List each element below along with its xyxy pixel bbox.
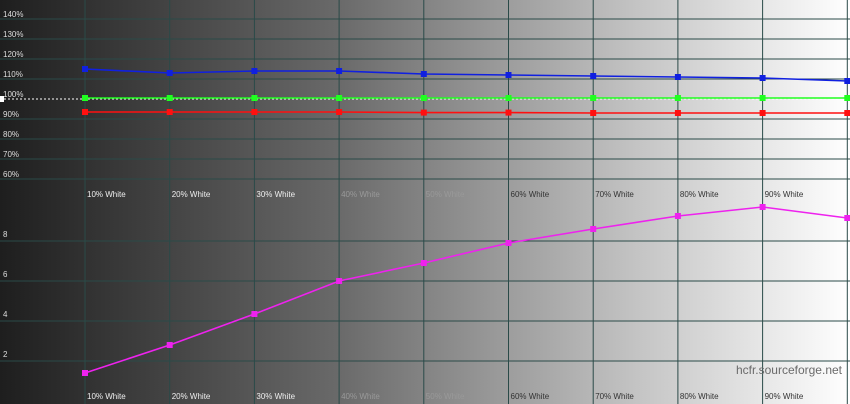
x-tick-label: 50% White <box>426 392 465 401</box>
y-tick-label: 2 <box>3 350 8 359</box>
data-point-deltaE <box>82 370 88 376</box>
x-tick-label: 90% White <box>765 392 804 401</box>
data-point-green <box>505 95 512 101</box>
data-point-red <box>505 109 512 116</box>
data-point-blue <box>251 68 258 74</box>
y-tick-label: 60% <box>3 170 19 179</box>
x-tick-label: 80% White <box>680 392 719 401</box>
data-point-red <box>336 109 343 115</box>
data-point-red <box>166 109 173 115</box>
x-tick-label: 30% White <box>256 392 295 401</box>
y-tick-label: 90% <box>3 110 19 119</box>
series-line-red <box>85 111 848 114</box>
data-point-blue <box>82 66 88 72</box>
data-point-blue <box>336 68 343 74</box>
y-tick-label: 70% <box>3 150 19 159</box>
data-point-deltaE <box>674 213 681 219</box>
data-point-blue <box>674 74 681 80</box>
data-point-green <box>590 95 597 101</box>
data-point-red <box>251 109 258 115</box>
x-tick-label: 20% White <box>172 392 211 401</box>
data-point-green <box>674 95 681 101</box>
data-point-deltaE <box>844 215 850 221</box>
data-point-green <box>336 95 343 101</box>
x-tick-label: 70% White <box>595 190 634 199</box>
series-line-deltaE <box>84 206 848 374</box>
x-tick-label: 90% White <box>765 190 804 199</box>
data-point-deltaE <box>336 278 343 284</box>
x-tick-label: 40% White <box>341 190 380 199</box>
watermark: hcfr.sourceforge.net <box>736 363 843 377</box>
x-tick-label: 60% White <box>511 190 550 199</box>
data-point-green <box>166 95 173 101</box>
data-point-deltaE <box>420 260 427 266</box>
data-point-deltaE <box>166 342 173 348</box>
data-point-red <box>674 110 681 116</box>
data-point-deltaE <box>590 226 597 232</box>
y-tick-label: 140% <box>3 10 23 19</box>
data-point-red <box>590 110 597 116</box>
y-tick-label: 120% <box>3 50 23 59</box>
reference-marker <box>0 96 4 102</box>
data-point-green <box>251 95 258 101</box>
data-point-red <box>844 110 850 116</box>
y-tick-label: 4 <box>3 310 8 319</box>
data-point-green <box>759 95 766 101</box>
y-tick-label: 80% <box>3 130 19 139</box>
data-point-green <box>844 95 850 101</box>
x-tick-label: 10% White <box>87 392 126 401</box>
x-tick-label: 70% White <box>595 392 634 401</box>
x-tick-label: 30% White <box>256 190 295 199</box>
data-point-green <box>82 95 88 101</box>
x-tick-label: 10% White <box>87 190 126 199</box>
x-tick-label: 60% White <box>511 392 550 401</box>
data-point-deltaE <box>505 240 512 246</box>
data-point-blue <box>844 78 850 84</box>
data-point-red <box>82 109 88 115</box>
y-tick-label: 6 <box>3 270 8 279</box>
data-point-blue <box>590 73 597 79</box>
y-tick-label: 100% <box>3 90 23 99</box>
data-point-blue <box>759 75 766 81</box>
data-point-blue <box>420 71 427 77</box>
data-point-blue <box>505 72 512 78</box>
data-point-red <box>759 110 766 116</box>
data-point-deltaE <box>759 204 766 210</box>
data-point-red <box>420 109 427 116</box>
data-point-green <box>420 95 427 101</box>
x-tick-label: 80% White <box>680 190 719 199</box>
data-point-blue <box>166 70 173 76</box>
y-tick-label: 8 <box>3 230 8 239</box>
x-tick-label: 20% White <box>172 190 211 199</box>
data-point-deltaE <box>251 311 258 317</box>
y-tick-label: 110% <box>3 70 23 79</box>
y-tick-label: 130% <box>3 30 23 39</box>
x-tick-label: 40% White <box>341 392 380 401</box>
series-line-blue <box>84 68 848 82</box>
x-tick-label: 50% White <box>426 190 465 199</box>
